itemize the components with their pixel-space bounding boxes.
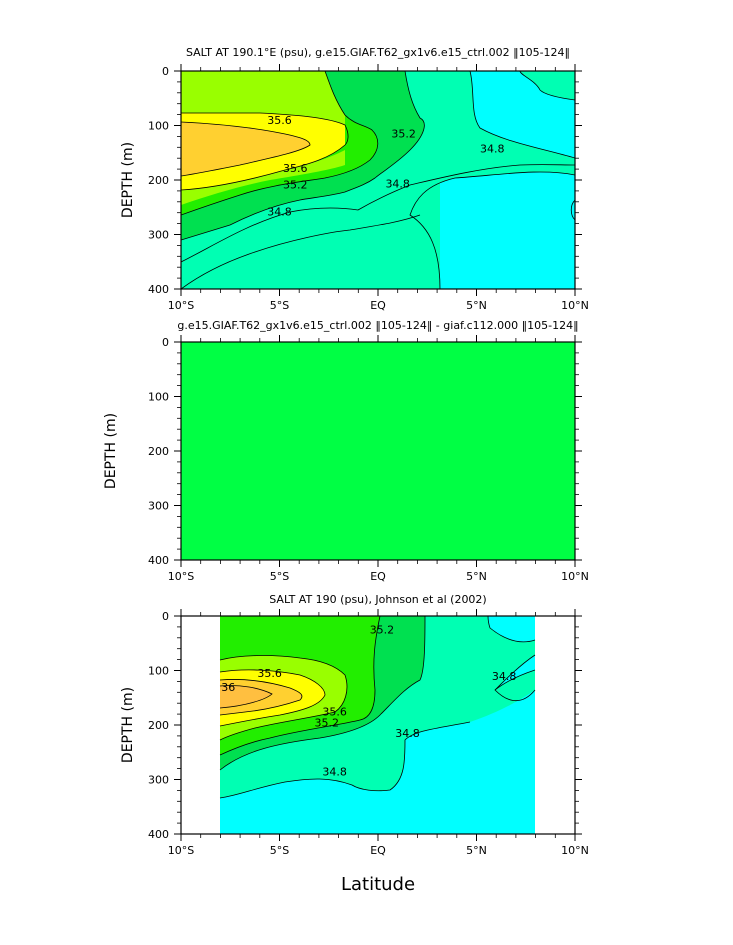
contour-line — [219, 655, 348, 741]
x-tick-label: 5°N — [466, 570, 487, 583]
panel1-field — [181, 71, 575, 289]
contour-label: 34.8 — [267, 206, 292, 219]
panel3-title: SALT AT 190 (psu), Johnson et al (2002) — [269, 593, 486, 606]
contour-line — [519, 71, 575, 101]
x-tick-label: 10°N — [561, 844, 589, 857]
contour-label: 35.2 — [283, 178, 308, 191]
y-tick-label: 200 — [148, 445, 169, 458]
y-tick-label: 0 — [162, 65, 169, 78]
contour-line — [469, 71, 575, 159]
x-tick-label: 10°S — [168, 570, 194, 583]
contour-line — [494, 654, 536, 691]
x-tick-label: 5°S — [270, 299, 289, 312]
x-tick-label: EQ — [370, 570, 386, 583]
contour-line — [181, 121, 311, 177]
panel-observed-salinity: SALT AT 190 (psu), Johnson et al (2002) … — [120, 593, 589, 895]
panel3-field — [219, 616, 536, 834]
contour-line — [219, 616, 426, 771]
fill-band-34.8-35.0 — [181, 71, 575, 100]
contour-label: 36 — [221, 681, 235, 694]
panel1-contour-labels: 35.6 35.6 35.2 34.8 35.2 34.8 34.8 — [267, 114, 504, 219]
y-tick-label: 0 — [162, 610, 169, 623]
contour-line — [409, 171, 575, 289]
x-tick-label: 10°S — [168, 299, 194, 312]
contour-line — [494, 669, 536, 701]
contour-line — [219, 721, 471, 799]
contour-label: 35.6 — [267, 114, 292, 127]
contour-line — [219, 679, 303, 716]
y-tick-label: 400 — [148, 828, 169, 841]
contour-line — [181, 71, 379, 216]
y-tick-label: 400 — [148, 283, 169, 296]
x-tick-label: 10°S — [168, 844, 194, 857]
y-tick-label: 200 — [148, 719, 169, 732]
difference-field — [181, 342, 575, 560]
y-tick-label: 100 — [148, 391, 169, 404]
panel2-title: g.e15.GIAF.T62_gx1v6.e15_ctrl.002 ‖105-1… — [177, 319, 578, 332]
fill-band-35.0-35.2-lower — [181, 178, 440, 289]
x-axis-label: Latitude — [341, 874, 415, 895]
contour-label: 34.8 — [492, 670, 517, 683]
fill-band-gt-36.0 — [220, 685, 272, 708]
contour-label: 35.2 — [391, 128, 416, 141]
contour-label: 34.8 — [385, 177, 410, 190]
contour-label: 35.6 — [322, 705, 347, 718]
contour-label: 34.8 — [395, 727, 420, 740]
panel2-axes: 10°S 5°S EQ 5°N 10°N 0 100 200 300 400 — [148, 335, 589, 583]
y-tick-label: 300 — [148, 229, 169, 242]
contour-line — [487, 616, 536, 643]
panel3-ylabel: DEPTH (m) — [120, 687, 136, 763]
contour-line — [181, 71, 425, 241]
contour-line — [219, 685, 273, 709]
y-tick-label: 300 — [148, 774, 169, 787]
x-tick-label: 10°N — [561, 299, 589, 312]
fill-band-35.8-36.0 — [181, 122, 310, 176]
panel1-title: SALT AT 190.1°E (psu), g.e15.GIAF.T62_gx… — [186, 46, 570, 59]
x-tick-label: 5°S — [270, 844, 289, 857]
y-tick-label: 300 — [148, 500, 169, 513]
contour-label: 34.8 — [322, 765, 347, 778]
contour-label: 34.8 — [480, 142, 505, 155]
panel1-axes: 10°S 5°S EQ 5°N 10°N 0 100 200 300 400 — [148, 64, 589, 312]
x-tick-label: 5°S — [270, 570, 289, 583]
contour-line — [181, 164, 575, 263]
panel1-ylabel: DEPTH (m) — [120, 142, 136, 218]
contour-line — [219, 616, 381, 756]
contour-label: 35.2 — [315, 716, 340, 729]
y-tick-label: 0 — [162, 336, 169, 349]
contour-label: 35.6 — [257, 667, 282, 680]
panel3-axes: 10°S 5°S EQ 5°N 10°N 0 100 200 300 400 — [148, 609, 589, 857]
contour-line — [570, 199, 575, 221]
contour-label: 35.2 — [370, 624, 395, 637]
contour-line — [181, 112, 349, 191]
contour-line — [219, 669, 326, 727]
panel2-ylabel: DEPTH (m) — [103, 413, 119, 489]
panel-difference: g.e15.GIAF.T62_gx1v6.e15_ctrl.002 ‖105-1… — [103, 319, 589, 583]
contour-line — [181, 214, 421, 289]
x-tick-label: 10°N — [561, 570, 589, 583]
contour-label: 35.6 — [283, 162, 308, 175]
x-tick-label: EQ — [370, 299, 386, 312]
fill-band-35.4-35.6 — [181, 71, 345, 205]
y-tick-label: 100 — [148, 665, 169, 678]
x-tick-label: 5°N — [466, 844, 487, 857]
x-tick-label: 5°N — [466, 299, 487, 312]
y-tick-label: 200 — [148, 174, 169, 187]
y-tick-label: 100 — [148, 120, 169, 133]
y-tick-label: 400 — [148, 554, 169, 567]
panel-model-salinity: SALT AT 190.1°E (psu), g.e15.GIAF.T62_gx… — [120, 46, 589, 312]
x-tick-label: EQ — [370, 844, 386, 857]
